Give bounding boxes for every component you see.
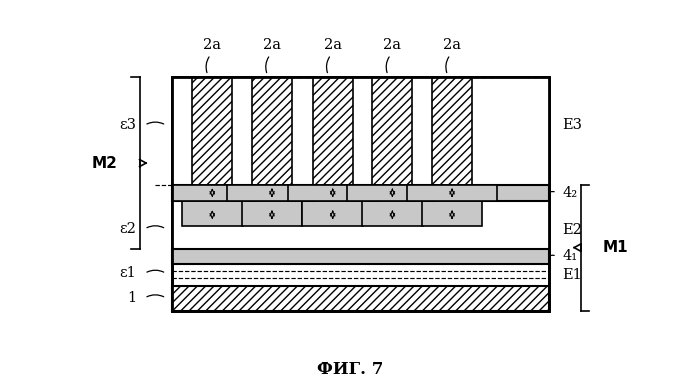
Bar <box>252 77 292 185</box>
Bar <box>227 185 317 201</box>
Bar <box>432 77 472 185</box>
Bar <box>172 77 549 311</box>
Text: M1: M1 <box>603 240 629 255</box>
Bar <box>288 185 378 201</box>
Text: 2a: 2a <box>384 38 401 52</box>
Bar <box>347 185 438 201</box>
Bar <box>172 185 258 201</box>
Text: 4₂: 4₂ <box>562 186 578 200</box>
Text: M2: M2 <box>92 155 118 170</box>
Bar <box>362 201 423 226</box>
Text: ФИГ. 7: ФИГ. 7 <box>317 361 383 378</box>
Text: 2a: 2a <box>323 38 342 52</box>
Bar <box>172 77 549 311</box>
Text: 2a: 2a <box>263 38 281 52</box>
Bar <box>182 201 243 226</box>
Bar <box>172 249 549 264</box>
Bar <box>241 201 302 226</box>
Bar <box>313 77 353 185</box>
Bar <box>172 201 549 249</box>
Bar <box>172 77 549 185</box>
Text: E2: E2 <box>562 223 582 237</box>
Bar <box>302 201 363 226</box>
Text: ε1: ε1 <box>120 266 136 280</box>
Bar <box>421 201 482 226</box>
Text: 4₁: 4₁ <box>562 249 578 264</box>
Bar <box>172 185 549 201</box>
Text: E3: E3 <box>562 118 582 132</box>
Text: 2a: 2a <box>443 38 461 52</box>
Bar <box>372 77 412 185</box>
Text: ε2: ε2 <box>120 222 136 236</box>
Bar <box>407 185 497 201</box>
Text: E1: E1 <box>562 267 582 282</box>
Text: 1: 1 <box>127 291 136 305</box>
Bar <box>172 286 549 311</box>
Text: ε3: ε3 <box>119 118 136 132</box>
Bar <box>193 77 232 185</box>
Text: 2a: 2a <box>203 38 221 52</box>
